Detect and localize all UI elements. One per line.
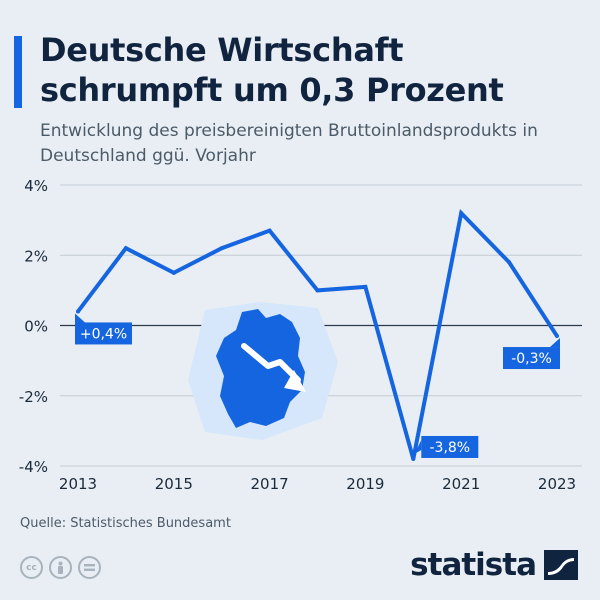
cc-license-icon: cc: [20, 556, 43, 579]
data-label-text: -3,8%: [429, 440, 470, 456]
no-derivatives-icon: [78, 556, 101, 579]
data-label-pointer: [75, 313, 85, 323]
data-label-text: +0,4%: [80, 326, 127, 342]
data-point: [555, 334, 559, 339]
x-tick-label: 2017: [251, 475, 289, 493]
title-accent-bar: [14, 36, 22, 108]
data-point: [459, 211, 464, 216]
x-tick-label: 2021: [442, 475, 480, 493]
statista-mark-icon: [544, 550, 578, 580]
x-tick-label: 2015: [155, 475, 193, 493]
data-label-pointer: [550, 338, 560, 348]
germany-map-icon: [216, 309, 305, 428]
data-label-box: [503, 347, 560, 370]
source-note: Quelle: Statistisches Bundesamt: [20, 516, 231, 531]
data-label-callout: -3,8%: [414, 435, 479, 458]
series-layer: [76, 208, 559, 461]
y-tick-label: -2%: [19, 388, 48, 406]
data-point: [219, 246, 224, 251]
trend-arrow-head-icon: [284, 370, 306, 392]
label-layer: +0,4% -3,8% -0,3%: [75, 313, 560, 458]
y-tick-label: 4%: [24, 177, 48, 195]
data-point: [411, 456, 416, 461]
data-label-box: [421, 435, 479, 458]
data-label-text: -0,3%: [511, 351, 552, 367]
chart-title: Deutsche Wirtschaft schrumpft um 0,3 Pro…: [40, 31, 504, 109]
y-tick-label: 0%: [24, 318, 48, 336]
data-label-callout: -0,3%: [503, 338, 560, 370]
grid-layer: 4% 2% 0% -2% -4% 2013 2015 2017 2019 2021 2023: [19, 177, 582, 493]
statista-logo: statista: [410, 547, 578, 583]
y-tick-label: -4%: [19, 458, 48, 476]
data-label-pointer: [414, 439, 422, 454]
downward-trend-arrow-icon: [241, 343, 301, 383]
data-point: [363, 284, 368, 289]
data-point: [315, 288, 320, 293]
data-point: [171, 270, 176, 275]
x-tick-label: 2019: [346, 475, 384, 493]
y-tick-label: 2%: [24, 247, 48, 265]
x-tick-label: 2013: [59, 475, 97, 493]
data-point: [267, 228, 272, 233]
data-point: [507, 260, 512, 265]
data-point: [123, 246, 128, 251]
license-icons: cc: [20, 556, 101, 579]
data-label-callout: +0,4%: [75, 313, 132, 345]
statista-wordmark: statista: [410, 547, 537, 583]
x-tick-label: 2023: [538, 475, 576, 493]
data-point: [76, 309, 80, 314]
chart-subtitle: Entwicklung des preisbereinigten Bruttoi…: [40, 121, 538, 166]
attribution-icon: [49, 556, 72, 579]
data-label-box: [75, 322, 132, 345]
germany-illustration: [188, 302, 338, 440]
